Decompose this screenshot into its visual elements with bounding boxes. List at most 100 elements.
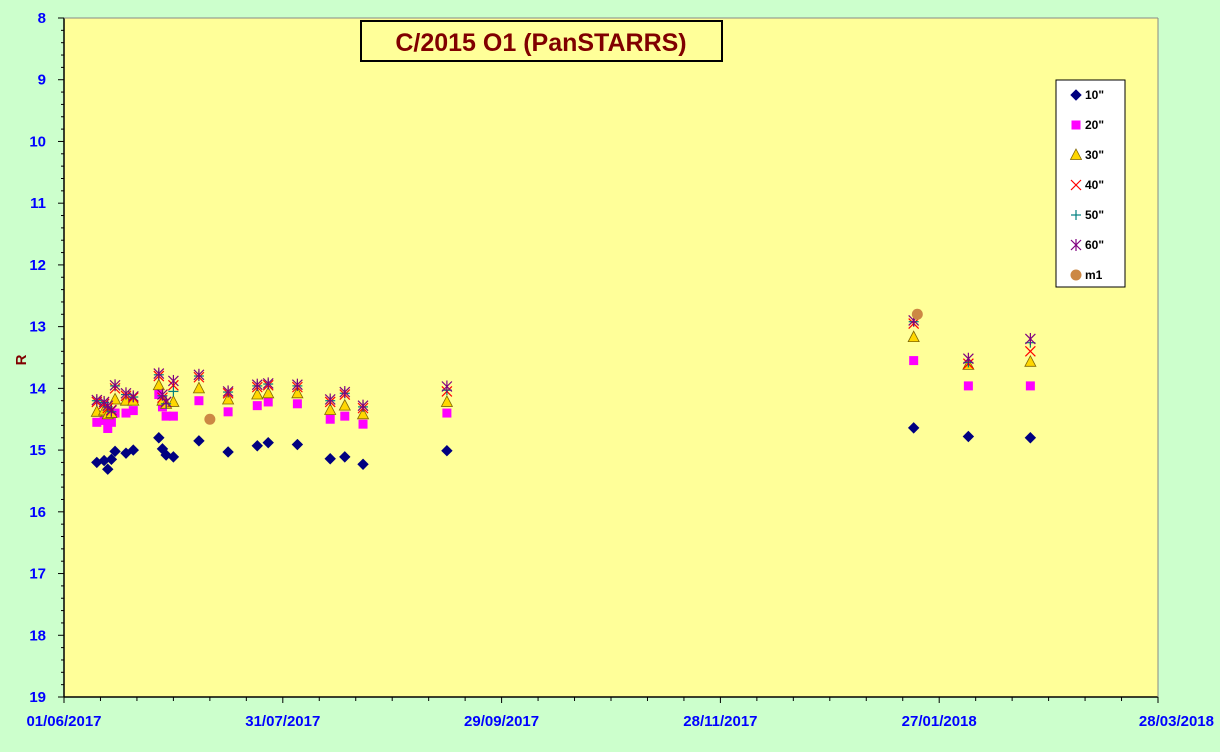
- y-tick-label: 17: [29, 566, 46, 583]
- data-point: [221, 392, 235, 405]
- data-point: [1024, 345, 1036, 357]
- legend: 10" 20" 30" 40" 50" 60" m1: [1055, 79, 1126, 288]
- data-point: [193, 368, 205, 381]
- legend-marker: [1069, 148, 1083, 160]
- x-tick-label: 01/06/2017: [26, 713, 101, 730]
- data-point: [292, 399, 302, 409]
- data-point: [128, 406, 138, 416]
- data-point: [105, 404, 117, 417]
- data-point: [251, 378, 263, 391]
- chart-title-box: C/2015 O1 (PanSTARRS): [360, 20, 723, 62]
- x-tick-label: 29/09/2017: [464, 713, 539, 730]
- x-axis: 01/06/2017 31/07/2017 29/09/2017 28/11/2017…: [26, 697, 1214, 730]
- data-point: [153, 367, 165, 380]
- y-tick-label: 18: [29, 627, 46, 644]
- data-point: [161, 411, 171, 421]
- data-point: [357, 399, 369, 412]
- data-point: [121, 408, 131, 418]
- data-point: [167, 374, 179, 387]
- data-point: [907, 330, 920, 343]
- data-point: [194, 396, 204, 406]
- data-point: [127, 390, 139, 403]
- data-point: [192, 381, 206, 394]
- legend-label: m1: [1085, 268, 1103, 282]
- data-point: [262, 436, 274, 449]
- data-point: [263, 397, 273, 407]
- y-tick-label: 15: [29, 442, 46, 459]
- series-0: [91, 422, 1037, 475]
- data-point: [1025, 381, 1035, 391]
- data-point: [252, 401, 262, 411]
- data-point: [251, 387, 264, 400]
- data-point: [127, 444, 139, 456]
- x-tick-label: 28/11/2017: [683, 713, 757, 730]
- data-point: [92, 417, 102, 427]
- legend-item: 50": [1071, 208, 1104, 222]
- data-point: [223, 407, 233, 417]
- data-point: [291, 438, 304, 451]
- legend-marker: [1070, 89, 1082, 101]
- data-point: [222, 446, 234, 458]
- data-point: [251, 440, 263, 452]
- y-tick-label: 13: [29, 319, 46, 336]
- data-point: [262, 386, 275, 399]
- data-point: [109, 445, 121, 458]
- data-point: [440, 395, 454, 407]
- legend-label: 20": [1085, 118, 1104, 132]
- legend-item: 40": [1070, 178, 1104, 192]
- legend-item: 30": [1069, 148, 1104, 162]
- data-point: [168, 411, 178, 421]
- data-point: [325, 414, 335, 424]
- data-point: [222, 385, 234, 398]
- data-point: [105, 453, 118, 466]
- data-point: [358, 419, 368, 429]
- data-point: [120, 387, 132, 400]
- data-point: [324, 393, 336, 406]
- data-point: [1024, 354, 1037, 367]
- data-point: [1024, 432, 1037, 444]
- legend-item: 10": [1070, 88, 1104, 102]
- data-point: [168, 386, 179, 397]
- data-point: [291, 378, 303, 391]
- legend-item: 20": [1071, 118, 1104, 132]
- plot-area: [64, 18, 1158, 697]
- data-point: [1024, 332, 1036, 345]
- y-tick-label: 12: [29, 257, 46, 274]
- legend-box: [1055, 79, 1126, 288]
- series-layer: [90, 308, 1037, 475]
- data-point: [441, 380, 453, 393]
- legend-marker: [1071, 120, 1081, 130]
- data-point: [963, 381, 973, 391]
- data-point: [338, 398, 351, 411]
- data-point: [291, 386, 304, 399]
- series-5: [91, 314, 1036, 417]
- data-point: [441, 445, 453, 457]
- data-point: [91, 394, 103, 407]
- legend-marker: [1070, 269, 1082, 281]
- data-point: [909, 356, 919, 366]
- legend-label: 60": [1085, 238, 1104, 252]
- legend-marker: [1070, 179, 1082, 191]
- legend-label: 50": [1085, 208, 1104, 222]
- data-point: [356, 407, 370, 420]
- legend-item: m1: [1070, 268, 1103, 282]
- legend-label: 40": [1085, 178, 1104, 192]
- data-point: [962, 430, 975, 443]
- y-tick-label: 19: [29, 689, 46, 706]
- data-point: [962, 352, 974, 365]
- legend-marker: [1071, 210, 1081, 220]
- data-point: [193, 435, 205, 447]
- x-tick-label: 28/03/2018: [1139, 713, 1214, 730]
- series-6: [204, 308, 923, 425]
- x-tick-label: 27/01/2018: [902, 713, 977, 730]
- data-point: [152, 378, 165, 391]
- data-point: [106, 417, 116, 427]
- data-point: [204, 413, 216, 425]
- data-point: [324, 453, 336, 465]
- y-tick-label: 10: [29, 133, 46, 150]
- data-point: [160, 395, 172, 408]
- legend-label: 30": [1085, 148, 1104, 162]
- data-point: [262, 377, 274, 390]
- legend-label: 10": [1085, 88, 1104, 102]
